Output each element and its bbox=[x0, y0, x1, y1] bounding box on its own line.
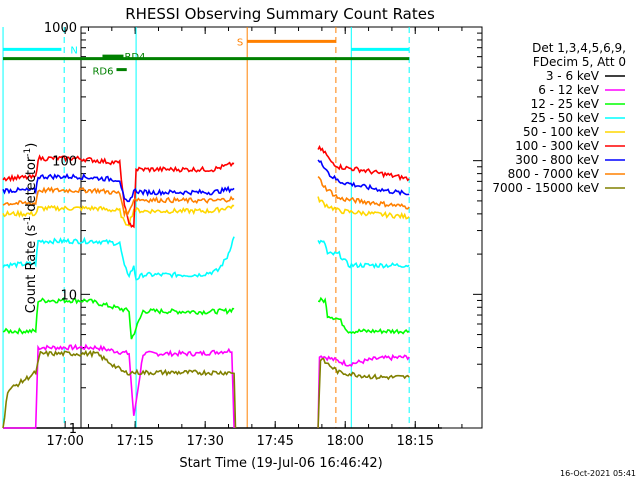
series-6 bbox=[2, 159, 410, 203]
series-line bbox=[317, 144, 410, 182]
flag-bars: N RD4 RD6 S bbox=[3, 37, 410, 78]
legend-entry-label: 50 - 100 keV bbox=[523, 125, 600, 139]
legend-entry-label: 300 - 800 keV bbox=[515, 153, 599, 167]
x-tick-label: 18:15 bbox=[397, 434, 434, 449]
y-tick-label: 1 bbox=[69, 422, 77, 437]
y-tick-label: 100 bbox=[52, 155, 77, 170]
series-2 bbox=[2, 296, 410, 340]
series-line bbox=[2, 172, 235, 203]
y-tick-label: 10 bbox=[60, 288, 77, 303]
series-1 bbox=[3, 343, 410, 429]
series-line bbox=[2, 349, 237, 429]
y-axis-label-sup2: -1 bbox=[23, 148, 33, 157]
legend-entry-label: 25 - 50 keV bbox=[531, 111, 600, 125]
y-axis-label-sup1: -1 bbox=[23, 216, 33, 225]
series-line bbox=[2, 297, 235, 340]
legend-header-line-1: Det 1,3,4,5,6,9, bbox=[532, 41, 626, 55]
legend-entry-label: 100 - 300 keV bbox=[515, 139, 599, 153]
series-line bbox=[3, 343, 235, 429]
series-line bbox=[317, 196, 410, 220]
legend-entry-label: 7000 - 15000 keV bbox=[492, 181, 599, 195]
series-line bbox=[2, 186, 235, 218]
y-axis-label: Count Rate (s-1 detector-1) bbox=[23, 143, 39, 314]
plot-area: N RD4 RD6 S bbox=[2, 26, 483, 429]
series-line bbox=[317, 239, 410, 269]
x-tick-label: 17:15 bbox=[116, 434, 153, 449]
legend-entry-label: 800 - 7000 keV bbox=[508, 167, 600, 181]
vertical-markers bbox=[2, 27, 410, 428]
series-line bbox=[317, 357, 410, 429]
series-line bbox=[317, 296, 410, 335]
series-line bbox=[2, 154, 235, 229]
axis-ticks bbox=[64, 26, 482, 429]
series-line bbox=[2, 204, 235, 227]
series-5 bbox=[2, 144, 410, 229]
y-axis-label-end: ) bbox=[24, 143, 39, 148]
series-7 bbox=[2, 176, 410, 218]
flag-label: RD6 bbox=[92, 67, 113, 78]
series-3 bbox=[2, 236, 410, 281]
y-tick-label: 1000 bbox=[44, 21, 77, 36]
series-4 bbox=[2, 196, 410, 227]
x-tick-label: 18:00 bbox=[326, 434, 363, 449]
x-tick-label: 17:00 bbox=[46, 434, 83, 449]
legend: Det 1,3,4,5,6,9, FDecim 5, Att 0 3 - 6 k… bbox=[492, 41, 626, 195]
footer-date: 16-Oct-2021 05:41 bbox=[560, 469, 636, 478]
chart-title: RHESSI Observing Summary Count Rates bbox=[125, 5, 435, 23]
series-line bbox=[2, 236, 235, 281]
flag-label: S bbox=[237, 37, 243, 48]
legend-entry-label: 6 - 12 keV bbox=[538, 83, 600, 97]
series-line bbox=[317, 176, 410, 210]
series-line bbox=[317, 159, 410, 197]
legend-entry-label: 3 - 6 keV bbox=[546, 69, 600, 83]
x-tick-label: 17:30 bbox=[186, 434, 223, 449]
x-tick-labels: 17:00 17:15 17:30 17:45 18:00 18:15 bbox=[46, 434, 434, 449]
x-tick-label: 17:45 bbox=[256, 434, 293, 449]
series-8 bbox=[2, 349, 410, 429]
legend-header-line-2: FDecim 5, Att 0 bbox=[533, 55, 626, 69]
series-lines bbox=[2, 144, 442, 429]
y-tick-labels: 1 10 100 1000 bbox=[44, 21, 77, 437]
y-axis-label-main: Count Rate (s bbox=[24, 225, 39, 314]
flag-label: N bbox=[70, 45, 77, 56]
y-axis-label-mid: detector bbox=[24, 156, 39, 216]
x-axis-label: Start Time (19-Jul-06 16:46:42) bbox=[179, 456, 382, 471]
series-line bbox=[317, 353, 410, 429]
legend-entry-label: 12 - 25 keV bbox=[531, 97, 600, 111]
flag-label: RD4 bbox=[124, 52, 145, 63]
